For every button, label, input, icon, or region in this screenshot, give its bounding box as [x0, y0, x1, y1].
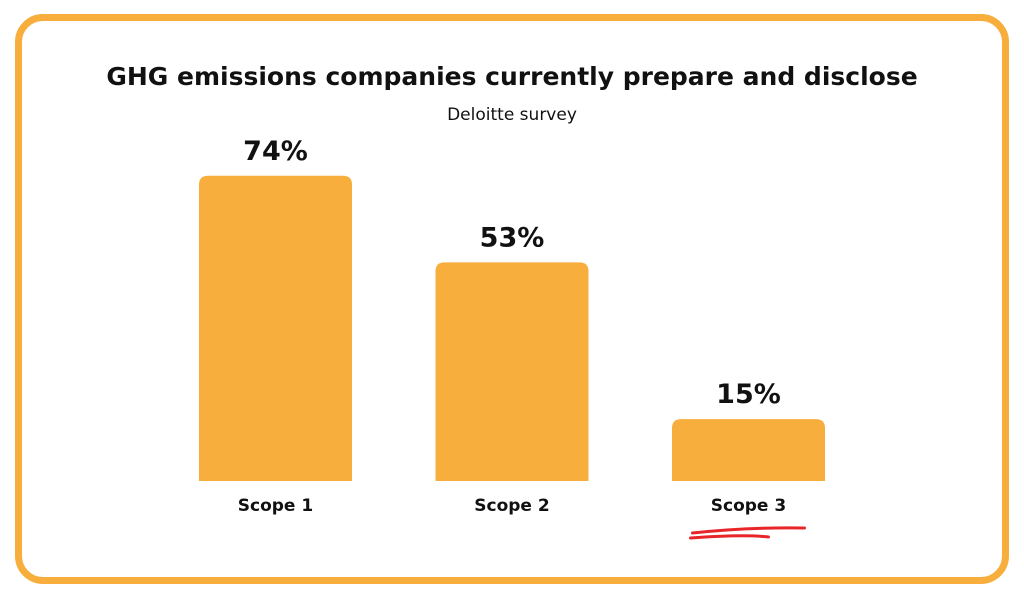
- category-label-scope-2: Scope 2: [474, 496, 549, 516]
- category-label-scope-1: Scope 1: [238, 496, 313, 516]
- labels-layer: 74% Scope 1 53% Scope 2 15% Scope 3: [238, 136, 806, 540]
- value-label-scope-2: 53%: [480, 222, 545, 253]
- chart-title: GHG emissions companies currently prepar…: [106, 62, 917, 91]
- bar-scope-3: [672, 419, 825, 481]
- bar-scope-2: [435, 262, 589, 481]
- value-label-scope-3: 15%: [716, 379, 781, 410]
- value-label-scope-1: 74%: [243, 136, 308, 167]
- highlight-underline: [689, 526, 806, 540]
- chart-subtitle: Deloitte survey: [447, 105, 577, 125]
- category-label-scope-3: Scope 3: [711, 496, 786, 516]
- bar-scope-1: [199, 175, 352, 481]
- bars-layer: [199, 175, 825, 481]
